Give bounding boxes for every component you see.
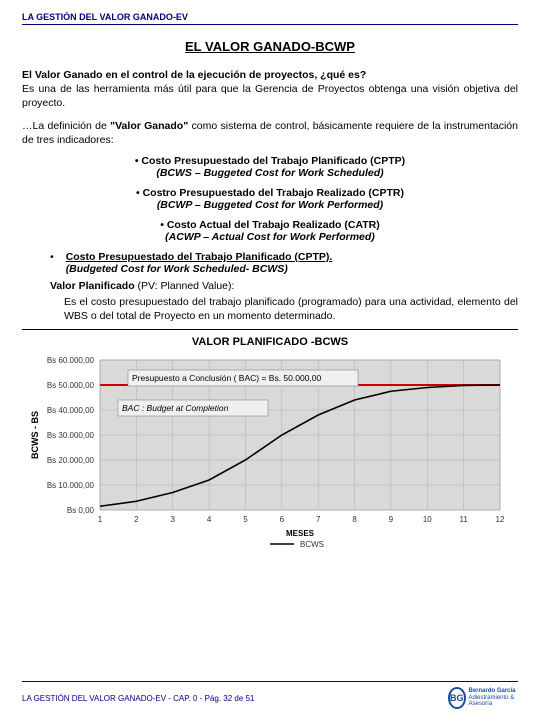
logo: BG Bernardo García Adiestramiento & Ases…: [448, 684, 518, 712]
page-header: LA GESTIÓN DEL VALOR GANADO-EV: [22, 12, 518, 22]
svg-text:MESES: MESES: [286, 529, 315, 538]
svg-text:5: 5: [243, 515, 248, 524]
intro-answer: Es una de las herramienta más útil para …: [22, 83, 518, 109]
svg-text:11: 11: [459, 515, 468, 524]
svg-text:9: 9: [389, 515, 394, 524]
header-rule: [22, 24, 518, 25]
svg-text:Bs 60.000,00: Bs 60.000,00: [47, 356, 95, 365]
def-a: …La definición de: [22, 120, 110, 132]
bullet-catr: • Costo Actual del Trabajo Realizado (CA…: [22, 219, 518, 243]
chart-svg: Bs 0,00 Bs 10.000,00 Bs 20.000,00 Bs 30.000…: [22, 352, 518, 562]
bullet-cptr-line1: • Costro Presupuestado del Trabajo Reali…: [22, 187, 518, 199]
svg-text:Bs 50.000,00: Bs 50.000,00: [47, 381, 95, 390]
svg-text:Presupuesto a Conclusión ( BAC: Presupuesto a Conclusión ( BAC) = Bs. 50…: [132, 373, 322, 383]
svg-text:1: 1: [98, 515, 103, 524]
separator: [22, 329, 518, 330]
bullet-cptr: • Costro Presupuestado del Trabajo Reali…: [22, 187, 518, 211]
svg-text:12: 12: [496, 515, 505, 524]
svg-text:8: 8: [352, 515, 357, 524]
svg-text:BAC : Budget at Completion: BAC : Budget at Completion: [122, 403, 229, 413]
pv-label: Valor Planificado: [50, 280, 135, 292]
intro-paragraph: El Valor Ganado en el control de la ejec…: [22, 68, 518, 111]
bullet-cptp-line1: • Costo Presupuestado del Trabajo Planif…: [22, 155, 518, 167]
svg-text:Bs 20.000,00: Bs 20.000,00: [47, 456, 95, 465]
section-cptp: • Costo Presupuestado del Trabajo Planif…: [50, 251, 518, 275]
footer-text: LA GESTIÓN DEL VALOR GANADO-EV - CAP. 0 …: [22, 694, 254, 703]
section-cptp-line2: (Budgeted Cost for Work Scheduled- BCWS): [66, 263, 333, 275]
definition-paragraph: …La definición de "Valor Ganado" como si…: [22, 119, 518, 147]
pv-heading: Valor Planificado (PV: Planned Value):: [50, 279, 518, 293]
logo-name: Bernardo García: [469, 688, 519, 695]
svg-text:Bs 40.000,00: Bs 40.000,00: [47, 406, 95, 415]
bullet-catr-line2: (ACWP – Actual Cost for Work Performed): [22, 231, 518, 243]
svg-text:Bs 0,00: Bs 0,00: [67, 506, 95, 515]
intro-question: El Valor Ganado en el control de la ejec…: [22, 69, 366, 81]
svg-text:4: 4: [207, 515, 212, 524]
section-cptp-line1: Costo Presupuestado del Trabajo Planific…: [66, 251, 333, 263]
pv-description: Es el costo presupuestado del trabajo pl…: [64, 295, 518, 323]
svg-text:Bs 30.000,00: Bs 30.000,00: [47, 431, 95, 440]
bullet-catr-line1: • Costo Actual del Trabajo Realizado (CA…: [22, 219, 518, 231]
logo-sub: Adiestramiento & Asesoría: [469, 695, 519, 708]
page-footer: LA GESTIÓN DEL VALOR GANADO-EV - CAP. 0 …: [22, 684, 518, 712]
def-b: "Valor Ganado": [110, 120, 188, 132]
svg-text:10: 10: [423, 515, 432, 524]
pv-paren: (PV: Planned Value):: [135, 280, 235, 292]
page-title: EL VALOR GANADO-BCWP: [22, 39, 518, 54]
svg-text:Bs 10.000,00: Bs 10.000,00: [47, 481, 95, 490]
bullet-cptp: • Costo Presupuestado del Trabajo Planif…: [22, 155, 518, 179]
logo-initials: BG: [448, 687, 466, 709]
bcws-chart: VALOR PLANIFICADO -BCWS Bs 0,00 Bs 10.000…: [22, 336, 518, 568]
bullet-cptp-line2: (BCWS – Buggeted Cost for Work Scheduled…: [22, 167, 518, 179]
svg-text:6: 6: [280, 515, 285, 524]
svg-text:2: 2: [134, 515, 139, 524]
svg-text:BCWS: BCWS: [300, 540, 324, 549]
svg-text:3: 3: [171, 515, 176, 524]
svg-text:BCWS - BS: BCWS - BS: [30, 411, 40, 459]
footer-rule: [22, 681, 518, 682]
svg-text:7: 7: [316, 515, 321, 524]
chart-title: VALOR PLANIFICADO -BCWS: [22, 336, 518, 348]
bullet-cptr-line2: (BCWP – Buggeted Cost for Work Performed…: [22, 199, 518, 211]
bullet-dot: •: [50, 251, 54, 275]
